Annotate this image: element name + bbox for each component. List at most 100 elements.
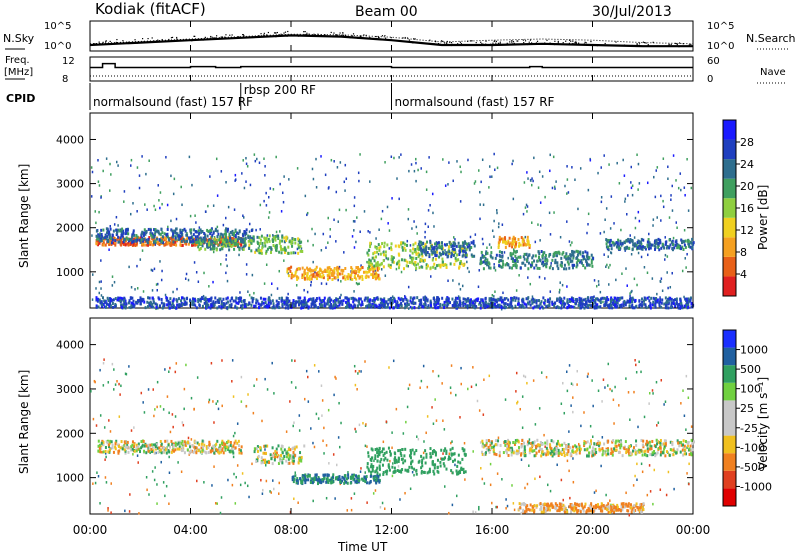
scatter-point [657,245,660,249]
scatter-point [426,240,429,244]
scatter-point [406,239,409,243]
scatter-point [642,245,645,249]
scatter-point [387,263,390,267]
scatter-point [132,239,135,243]
scatter-point [281,298,284,302]
noise-point [341,35,344,37]
scatter-point [165,240,168,244]
noise-point [444,42,446,44]
scatter-point [148,296,151,300]
scatter-point [588,303,591,307]
scatter-point [156,288,158,292]
scatter-point [94,380,96,384]
scatter-point [378,263,381,267]
scatter-point [322,276,325,280]
scatter-point [149,228,152,232]
scatter-point [557,306,560,310]
scatter-point [452,254,455,258]
scatter-point [366,296,369,300]
scatter-point [219,297,222,301]
scatter-point [388,247,391,250]
scatter-point [458,266,461,270]
scatter-point [101,451,103,454]
scatter-point [566,370,568,374]
scatter-point [130,448,133,452]
scatter-point [135,234,138,238]
scatter-point [643,296,646,300]
scatter-point [657,241,660,245]
scatter-point [123,299,126,303]
scatter-point [162,481,165,484]
scatter-point [151,289,154,292]
scatter-point [524,263,527,267]
cpid-segment-label: normalsound (fast) 157 RF [93,95,253,109]
scatter-point [508,304,511,308]
scatter-point [121,234,124,238]
scatter-point [192,300,195,304]
scatter-point [376,250,379,254]
scatter-point [531,295,534,298]
scatter-point [429,203,431,207]
scatter-point [172,231,175,235]
scatter-point [198,248,201,252]
scatter-point [241,306,244,310]
scatter-point [394,299,397,303]
scatter-point [106,296,109,300]
scatter-point [514,261,517,265]
scatter-point [389,301,392,305]
scatter-point [633,306,636,310]
scatter-point [555,254,558,258]
scatter-point [674,298,677,302]
scatter-point [292,251,295,255]
scatter-point [158,242,161,246]
scatter-point [98,298,101,302]
scatter-point [260,251,263,255]
scatter-point [112,241,115,245]
scatter-point [669,285,672,289]
scatter-point [100,232,103,236]
scatter-point [253,384,255,388]
scatter-point [534,423,537,426]
scatter-point [325,496,328,500]
scatter-point [163,236,166,240]
scatter-point [244,237,247,241]
scatter-point [360,303,363,307]
scatter-point [508,266,511,270]
scatter-point [259,203,262,207]
scatter-point [437,241,440,245]
scatter-point [277,302,280,306]
scatter-point [275,299,278,303]
scatter-point [483,254,486,258]
scatter-point [625,491,627,495]
scatter-point [244,302,247,306]
scatter-point [664,303,667,307]
scatter-point [166,232,169,236]
scatter-point [464,478,466,481]
scatter-point [513,240,516,244]
scatter-point [460,382,462,386]
scatter-point [329,300,332,304]
scatter-point [447,254,450,258]
scatter-point [670,194,672,197]
scatter-point [226,300,229,304]
scatter-point [661,244,664,248]
scatter-point [292,274,295,278]
noise-point [439,43,441,45]
scatter-point [108,231,111,235]
scatter-point [311,227,313,231]
scatter-point [359,470,362,473]
scatter-point [690,241,693,245]
scatter-point [459,244,462,248]
scatter-point [264,244,267,248]
scatter-point [371,273,374,277]
noise-point [668,44,670,46]
scatter-point [425,263,428,267]
scatter-point [435,419,438,422]
scatter-point [680,238,683,242]
noise-point [493,40,496,42]
scatter-point [252,411,255,415]
scatter-point [463,240,466,244]
scatter-point [183,227,186,231]
scatter-point [268,211,271,214]
scatter-point [460,366,462,370]
